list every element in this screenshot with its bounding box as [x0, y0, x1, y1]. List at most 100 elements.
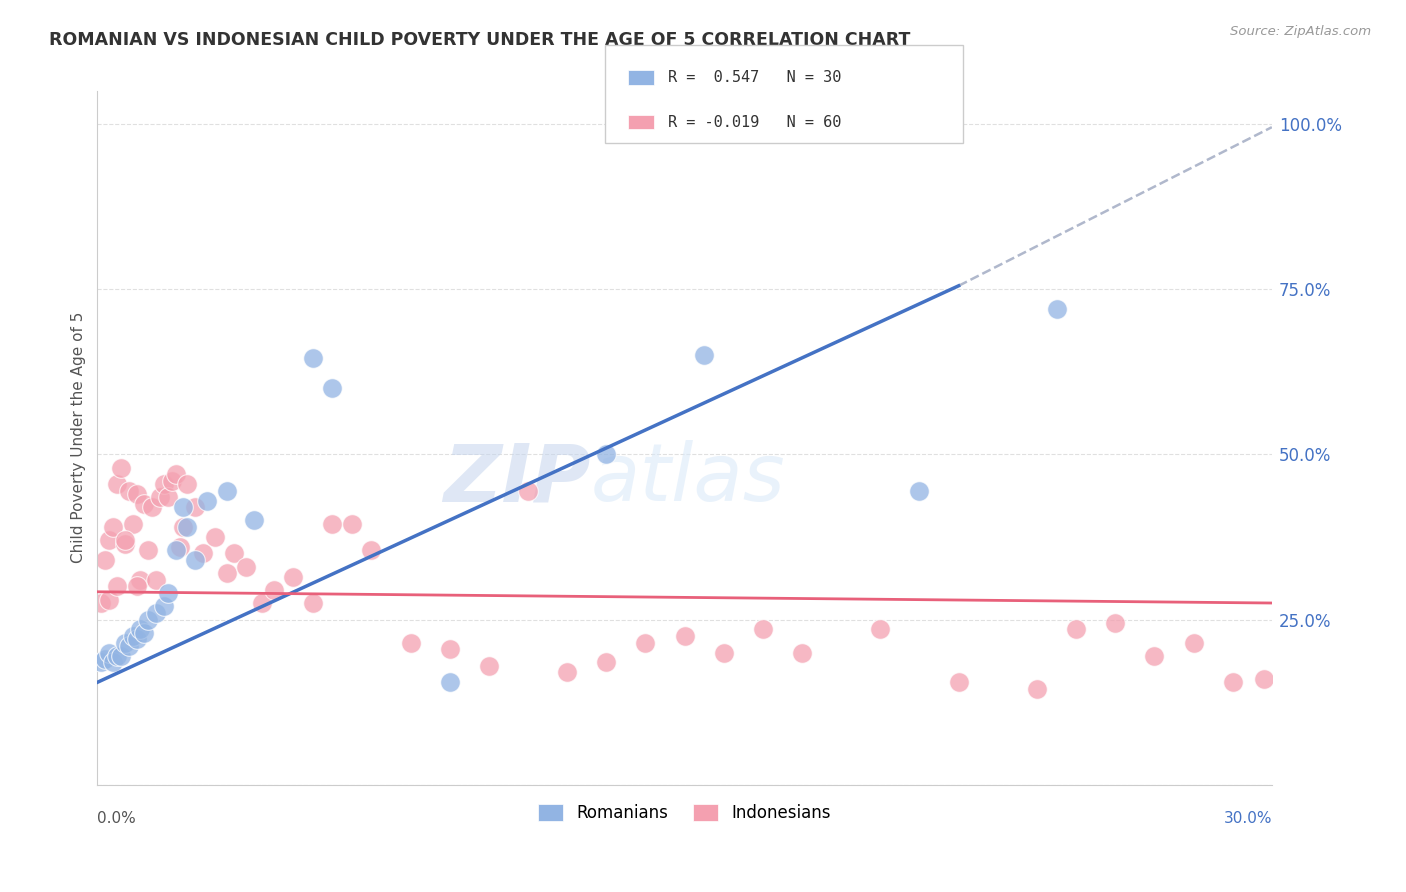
Point — [153, 599, 176, 614]
Point — [121, 629, 143, 643]
Point — [98, 592, 121, 607]
Point — [301, 351, 323, 366]
Point — [136, 613, 159, 627]
Point — [555, 665, 578, 680]
Text: R =  0.547   N = 30: R = 0.547 N = 30 — [668, 70, 841, 85]
Point — [1064, 623, 1087, 637]
Point — [478, 658, 501, 673]
Point — [125, 632, 148, 647]
Point — [713, 646, 735, 660]
Point — [114, 533, 136, 548]
Point — [517, 483, 540, 498]
Point — [693, 348, 716, 362]
Point — [215, 483, 238, 498]
Point — [184, 500, 207, 515]
Point — [595, 447, 617, 461]
Point — [145, 573, 167, 587]
Point — [321, 516, 343, 531]
Point — [160, 474, 183, 488]
Point — [1104, 615, 1126, 630]
Point — [125, 580, 148, 594]
Point — [94, 652, 117, 666]
Legend: Romanians, Indonesians: Romanians, Indonesians — [531, 797, 838, 829]
Point — [204, 530, 226, 544]
Point — [263, 582, 285, 597]
Point — [1045, 301, 1067, 316]
Text: Source: ZipAtlas.com: Source: ZipAtlas.com — [1230, 25, 1371, 38]
Point — [224, 546, 246, 560]
Point — [790, 646, 813, 660]
Point — [125, 487, 148, 501]
Point — [399, 635, 422, 649]
Text: 30.0%: 30.0% — [1223, 811, 1272, 826]
Point — [439, 675, 461, 690]
Point — [908, 483, 931, 498]
Point — [165, 543, 187, 558]
Y-axis label: Child Poverty Under the Age of 5: Child Poverty Under the Age of 5 — [72, 312, 86, 564]
Text: atlas: atlas — [591, 441, 786, 518]
Point — [360, 543, 382, 558]
Point — [101, 656, 124, 670]
Point — [118, 483, 141, 498]
Point — [752, 623, 775, 637]
Point — [153, 477, 176, 491]
Point — [134, 497, 156, 511]
Point — [105, 648, 128, 663]
Point — [110, 460, 132, 475]
Point — [195, 493, 218, 508]
Point — [250, 596, 273, 610]
Point — [1026, 681, 1049, 696]
Point — [673, 629, 696, 643]
Point — [156, 490, 179, 504]
Point — [243, 513, 266, 527]
Point — [101, 520, 124, 534]
Point — [94, 553, 117, 567]
Point — [145, 606, 167, 620]
Point — [165, 467, 187, 482]
Point — [129, 573, 152, 587]
Point — [1182, 635, 1205, 649]
Point — [340, 516, 363, 531]
Point — [321, 381, 343, 395]
Point — [1253, 672, 1275, 686]
Point — [184, 553, 207, 567]
Point — [118, 639, 141, 653]
Point — [134, 625, 156, 640]
Point — [114, 635, 136, 649]
Point — [149, 490, 172, 504]
Point — [98, 646, 121, 660]
Point — [948, 675, 970, 690]
Point — [1222, 675, 1244, 690]
Point — [136, 543, 159, 558]
Point — [235, 559, 257, 574]
Point — [121, 516, 143, 531]
Point — [301, 596, 323, 610]
Point — [169, 540, 191, 554]
Point — [191, 546, 214, 560]
Point — [114, 536, 136, 550]
Point — [141, 500, 163, 515]
Point — [110, 648, 132, 663]
Point — [105, 477, 128, 491]
Point — [869, 623, 891, 637]
Point — [176, 520, 198, 534]
Point — [156, 586, 179, 600]
Point — [595, 656, 617, 670]
Point — [634, 635, 657, 649]
Point — [172, 500, 194, 515]
Point — [90, 596, 112, 610]
Text: ROMANIAN VS INDONESIAN CHILD POVERTY UNDER THE AGE OF 5 CORRELATION CHART: ROMANIAN VS INDONESIAN CHILD POVERTY UND… — [49, 31, 911, 49]
Point — [176, 477, 198, 491]
Point — [98, 533, 121, 548]
Point — [172, 520, 194, 534]
Point — [1143, 648, 1166, 663]
Text: ZIP: ZIP — [443, 441, 591, 518]
Text: R = -0.019   N = 60: R = -0.019 N = 60 — [668, 115, 841, 129]
Point — [90, 656, 112, 670]
Point — [129, 623, 152, 637]
Point — [105, 580, 128, 594]
Point — [439, 642, 461, 657]
Point — [281, 569, 304, 583]
Point — [215, 566, 238, 581]
Text: 0.0%: 0.0% — [97, 811, 136, 826]
